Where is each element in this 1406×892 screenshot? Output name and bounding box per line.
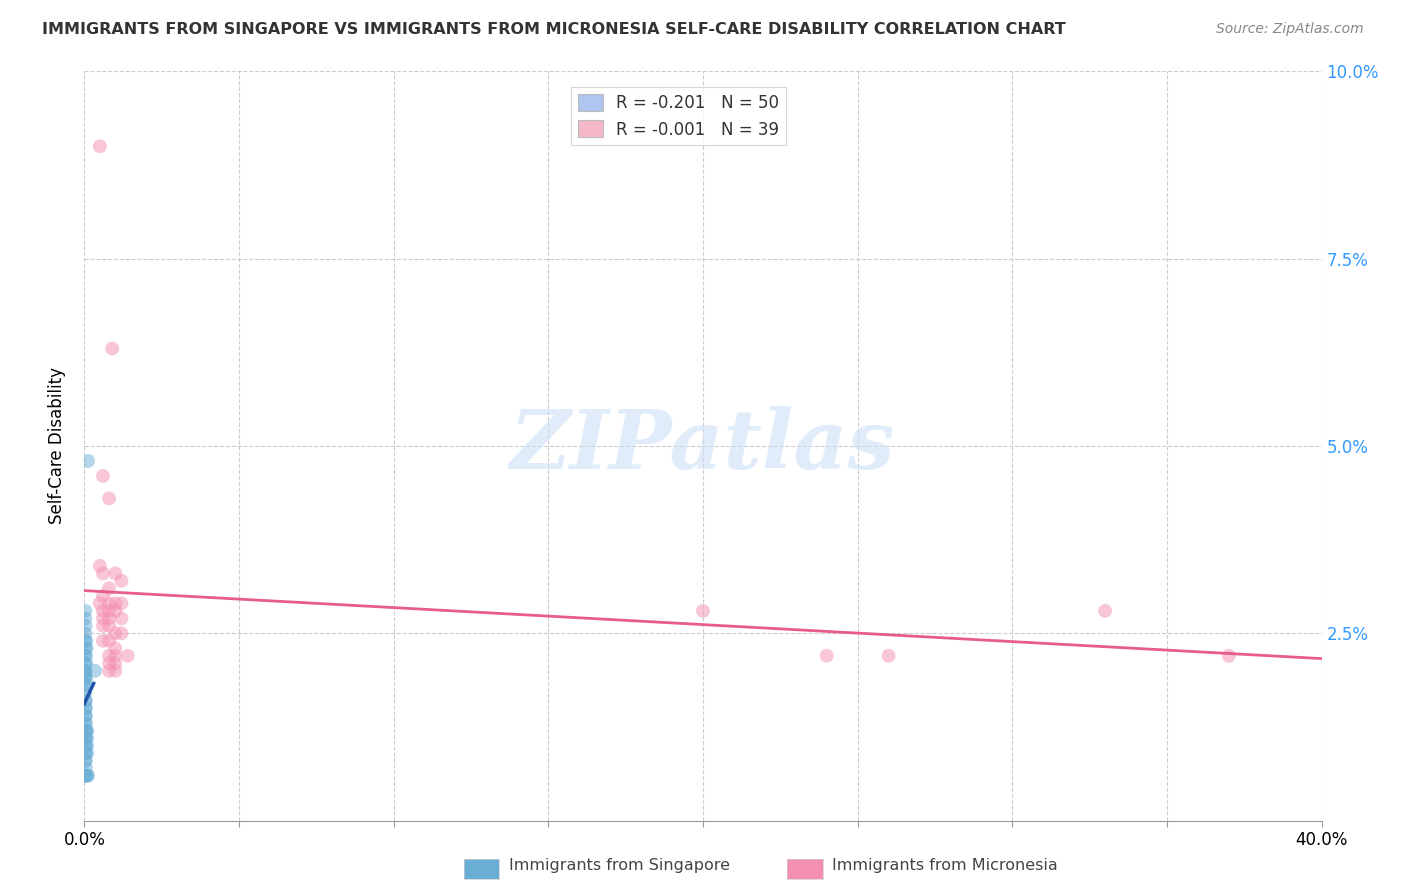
Point [76,641,98,656]
Point [75,679,97,693]
Point [75,739,97,753]
Point [98,604,121,618]
Y-axis label: Self-Care Disability: Self-Care Disability [48,368,66,524]
Point [91,633,114,648]
Point [75,739,97,753]
Point [76,731,98,746]
Point [75,657,97,671]
Point [89,558,111,573]
Point [76,723,98,738]
Point [75,701,97,715]
Point [91,589,114,603]
Point [98,633,121,648]
Point [75,648,97,663]
Point [91,604,114,618]
Point [75,701,97,715]
Point [75,667,97,681]
Point [75,723,97,738]
Point [75,708,97,723]
Point [110,596,132,610]
Point [89,139,111,153]
Text: Immigrants from Singapore: Immigrants from Singapore [509,858,730,872]
Point [877,648,900,663]
Point [76,769,98,783]
Point [75,694,97,708]
Point [104,566,127,581]
Point [75,708,97,723]
Point [104,596,127,610]
Point [110,574,132,588]
Point [91,566,114,581]
Point [98,648,121,663]
Point [98,657,121,671]
Point [75,746,97,760]
Point [89,596,111,610]
Point [98,611,121,625]
Point [84,664,107,678]
Point [110,626,132,640]
Point [75,731,97,746]
Point [76,723,98,738]
Point [104,648,127,663]
Point [98,619,121,633]
Point [98,596,121,610]
Point [75,761,97,775]
Point [104,626,127,640]
Point [75,754,97,768]
Point [75,604,97,618]
Point [75,633,97,648]
Point [75,754,97,768]
Point [104,664,127,678]
Point [75,619,97,633]
Point [104,604,127,618]
Point [75,769,97,783]
Point [75,769,97,783]
Point [815,648,838,663]
Point [101,342,124,356]
Text: IMMIGRANTS FROM SINGAPORE VS IMMIGRANTS FROM MICRONESIA SELF-CARE DISABILITY COR: IMMIGRANTS FROM SINGAPORE VS IMMIGRANTS … [42,22,1066,37]
Point [98,491,121,506]
Point [75,671,97,685]
Text: Immigrants from Micronesia: Immigrants from Micronesia [832,858,1059,872]
Point [75,686,97,700]
Point [91,619,114,633]
Point [75,716,97,731]
Point [75,664,97,678]
Point [75,679,97,693]
Point [75,671,97,685]
Point [692,604,714,618]
Point [76,746,98,760]
Point [75,664,97,678]
Point [75,723,97,738]
Point [91,469,114,483]
Point [1218,648,1240,663]
Point [98,664,121,678]
Point [75,694,97,708]
Point [104,657,127,671]
Point [75,746,97,760]
Legend: R = -0.201   N = 50, R = -0.001   N = 39: R = -0.201 N = 50, R = -0.001 N = 39 [571,87,786,145]
Point [75,611,97,625]
Point [117,648,139,663]
Point [98,582,121,596]
Point [75,731,97,746]
Point [76,739,98,753]
Text: Source: ZipAtlas.com: Source: ZipAtlas.com [1216,22,1364,37]
Point [75,626,97,640]
Point [75,657,97,671]
Point [77,454,100,468]
Point [75,716,97,731]
Point [110,611,132,625]
Point [77,769,100,783]
Point [75,633,97,648]
Point [91,611,114,625]
Point [104,641,127,656]
Point [75,648,97,663]
Point [1094,604,1116,618]
Text: ZIPatlas: ZIPatlas [510,406,896,486]
Point [75,641,97,656]
